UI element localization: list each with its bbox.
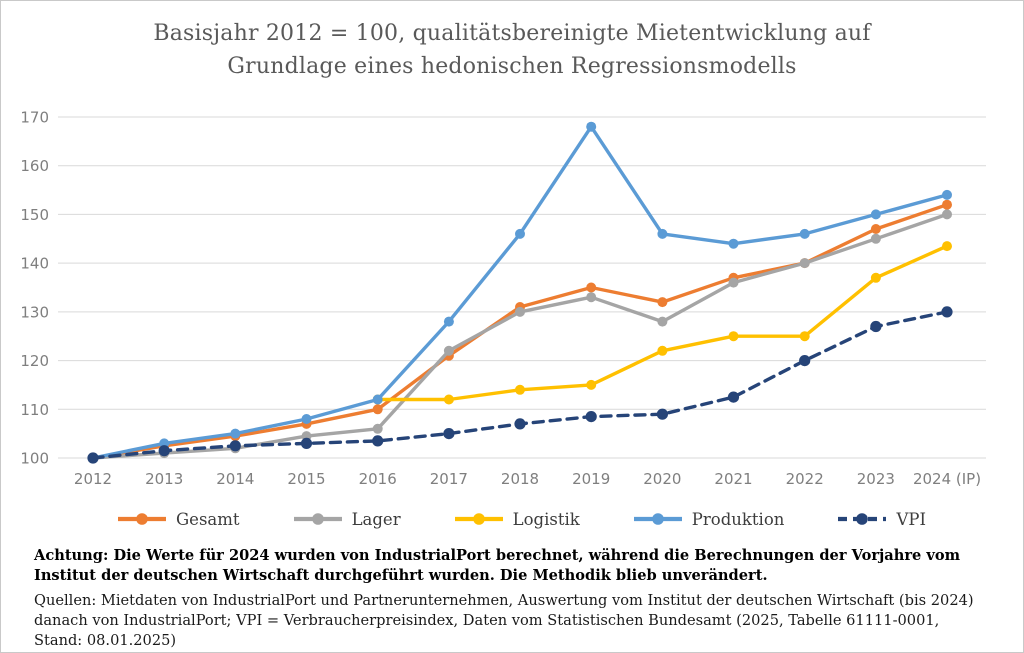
series-marker-vpi [799,355,811,367]
legend-marker-icon [838,513,887,525]
x-tick-label: 2024 (IP) [913,470,981,488]
series-marker-produktion [657,228,668,239]
y-tick-label: 170 [20,109,49,127]
series-line-produktion [91,125,949,460]
legend-item-gesamt: Gesamt [117,510,240,529]
legend-label-produktion: Produktion [691,509,785,529]
series-marker-logistik [515,384,525,395]
legend-marker-icon [633,513,682,525]
series-marker-logistik [443,394,454,405]
x-tick-labels: 2012 2013 2014 2015 2016 2017 2018 2019 2020 2021… [74,470,981,488]
y-tick-label: 120 [20,352,49,370]
series-marker-vpi [87,452,99,464]
legend-label-vpi: VPI [896,509,926,529]
legend-label-logistik: Logistik [512,509,580,529]
series-marker-lager [586,292,597,303]
series-marker-vpi [443,428,455,440]
chart-title-line1: Basisjahr 2012 = 100, qualitätsbereinigt… [153,21,871,46]
series-marker-logistik [586,379,597,390]
x-tick-label: 2015 [287,470,325,488]
x-tick-label: 2021 [714,470,752,488]
series-marker-vpi [941,306,953,318]
y-tick-label: 160 [20,157,49,175]
x-tick-label: 2020 [643,470,681,488]
legend-label-lager: Lager [351,509,401,529]
legend-item-logistik: Logistik [454,510,580,529]
series-marker-lager [372,423,383,434]
series-marker-vpi [514,418,526,430]
y-gridlines [58,116,986,459]
legend-item-lager: Lager [293,510,401,529]
x-tick-label: 2018 [501,470,539,488]
legend-marker-icon [118,513,166,525]
series-marker-logistik [657,345,668,356]
series-marker-produktion [586,121,597,132]
series-produktion [88,121,952,463]
series-marker-produktion [942,189,952,200]
y-tick-label: 100 [20,450,49,468]
series-marker-lager [799,258,810,269]
x-tick-label: 2022 [786,470,824,488]
series-marker-vpi [870,320,882,333]
series-marker-vpi [229,440,241,452]
x-tick-label: 2012 [74,470,112,488]
series-marker-produktion [372,394,383,405]
chart-title-line2: Grundlage eines hedonischen Regressionsm… [227,54,797,79]
legend-item-produktion: Produktion [633,509,785,529]
series-marker-produktion [301,414,312,424]
series-marker-produktion [870,209,881,220]
legend-marker-icon [454,513,503,525]
series-logistik [372,241,952,405]
y-tick-labels: 100 110 120 130 140 150 160 170 [20,109,49,468]
series-marker-produktion [443,316,454,327]
y-tick-label: 130 [20,303,49,321]
y-tick-label: 150 [20,206,49,224]
chart-footnotes: Achtung: Die Werte für 2024 wurden von I… [34,546,990,651]
series-marker-gesamt [657,297,668,308]
x-tick-label: 2016 [359,470,397,488]
chart-title: Basisjahr 2012 = 100, qualitätsbereinigt… [41,17,983,83]
note-attention: Achtung: Die Werte für 2024 wurden von I… [34,547,961,584]
note-sources: Quellen: Mietdaten von IndustrialPort un… [34,592,974,649]
series-marker-lager [443,345,454,356]
line-chart: 100 110 120 130 140 150 160 170 2012 2013 2014 2015… [20,109,986,488]
series-marker-produktion [515,228,525,239]
x-tick-label: 2019 [572,470,610,488]
series-marker-logistik [870,272,881,283]
series-marker-vpi [372,435,384,447]
y-tick-label: 140 [20,255,49,273]
legend-marker-icon [293,513,342,525]
series-marker-lager [728,277,739,288]
series-marker-gesamt [942,199,952,210]
legend-label-gesamt: Gesamt [176,509,240,529]
series-marker-logistik [942,241,952,252]
x-tick-label: 2014 [216,470,254,488]
series-marker-vpi [300,437,313,449]
series-marker-gesamt [586,282,597,293]
legend-item-vpi: VPI [837,510,926,529]
series-marker-lager [870,233,881,244]
x-tick-label: 2013 [145,470,183,488]
series-marker-gesamt [870,224,881,234]
series-marker-gesamt [372,404,383,415]
series-marker-vpi [158,445,170,457]
series-marker-vpi [656,408,669,420]
series-marker-lager [942,209,952,220]
series-marker-lager [515,306,525,317]
series-marker-produktion [799,228,810,239]
chart-legend: Gesamt Lager Logistik Produktion VPI [1,505,1023,533]
x-tick-label: 2017 [430,470,468,488]
series-marker-vpi [727,391,740,403]
series-marker-logistik [728,331,739,342]
series-marker-produktion [230,428,241,439]
series-marker-produktion [728,238,739,249]
series-marker-vpi [585,411,597,423]
series-marker-lager [657,316,668,327]
y-tick-label: 110 [20,401,49,419]
series-marker-logistik [799,331,810,342]
series-vpi [87,306,953,464]
x-tick-label: 2023 [857,470,895,488]
